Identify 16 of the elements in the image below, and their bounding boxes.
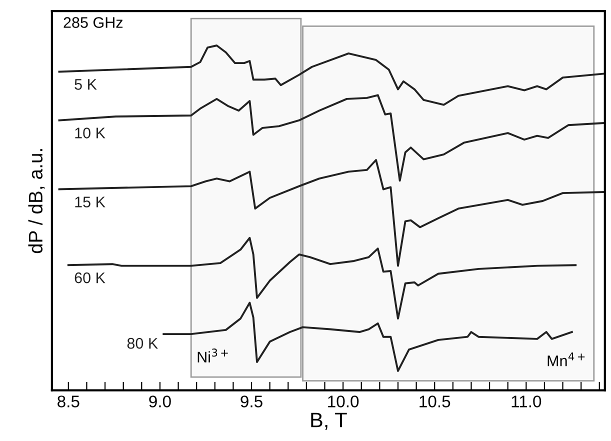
series-label: 15 K	[75, 196, 106, 208]
x-tick-label: 10.5	[420, 396, 450, 408]
x-tick-label: 9.5	[240, 396, 262, 408]
x-tick-label: 9.0	[149, 396, 171, 408]
series-label: 10 K	[75, 128, 106, 138]
band-label: Ni$^{3+}$	[198, 348, 228, 362]
x-tick-label: 8.5	[58, 396, 80, 408]
text: 285 GHz	[64, 17, 123, 28]
x-tick-label: 10.0	[328, 396, 359, 408]
series-label: 60 K	[74, 272, 106, 284]
series-label: 5 K	[74, 79, 97, 90]
series-label: 80 K	[127, 338, 158, 349]
band-label: Mn$^{4+}$	[548, 352, 585, 366]
x-axis-title: B, T	[311, 412, 347, 430]
y-axis-title: dP / dB, a.u.	[28, 149, 45, 254]
x-tick-label: 11.0	[512, 396, 542, 408]
